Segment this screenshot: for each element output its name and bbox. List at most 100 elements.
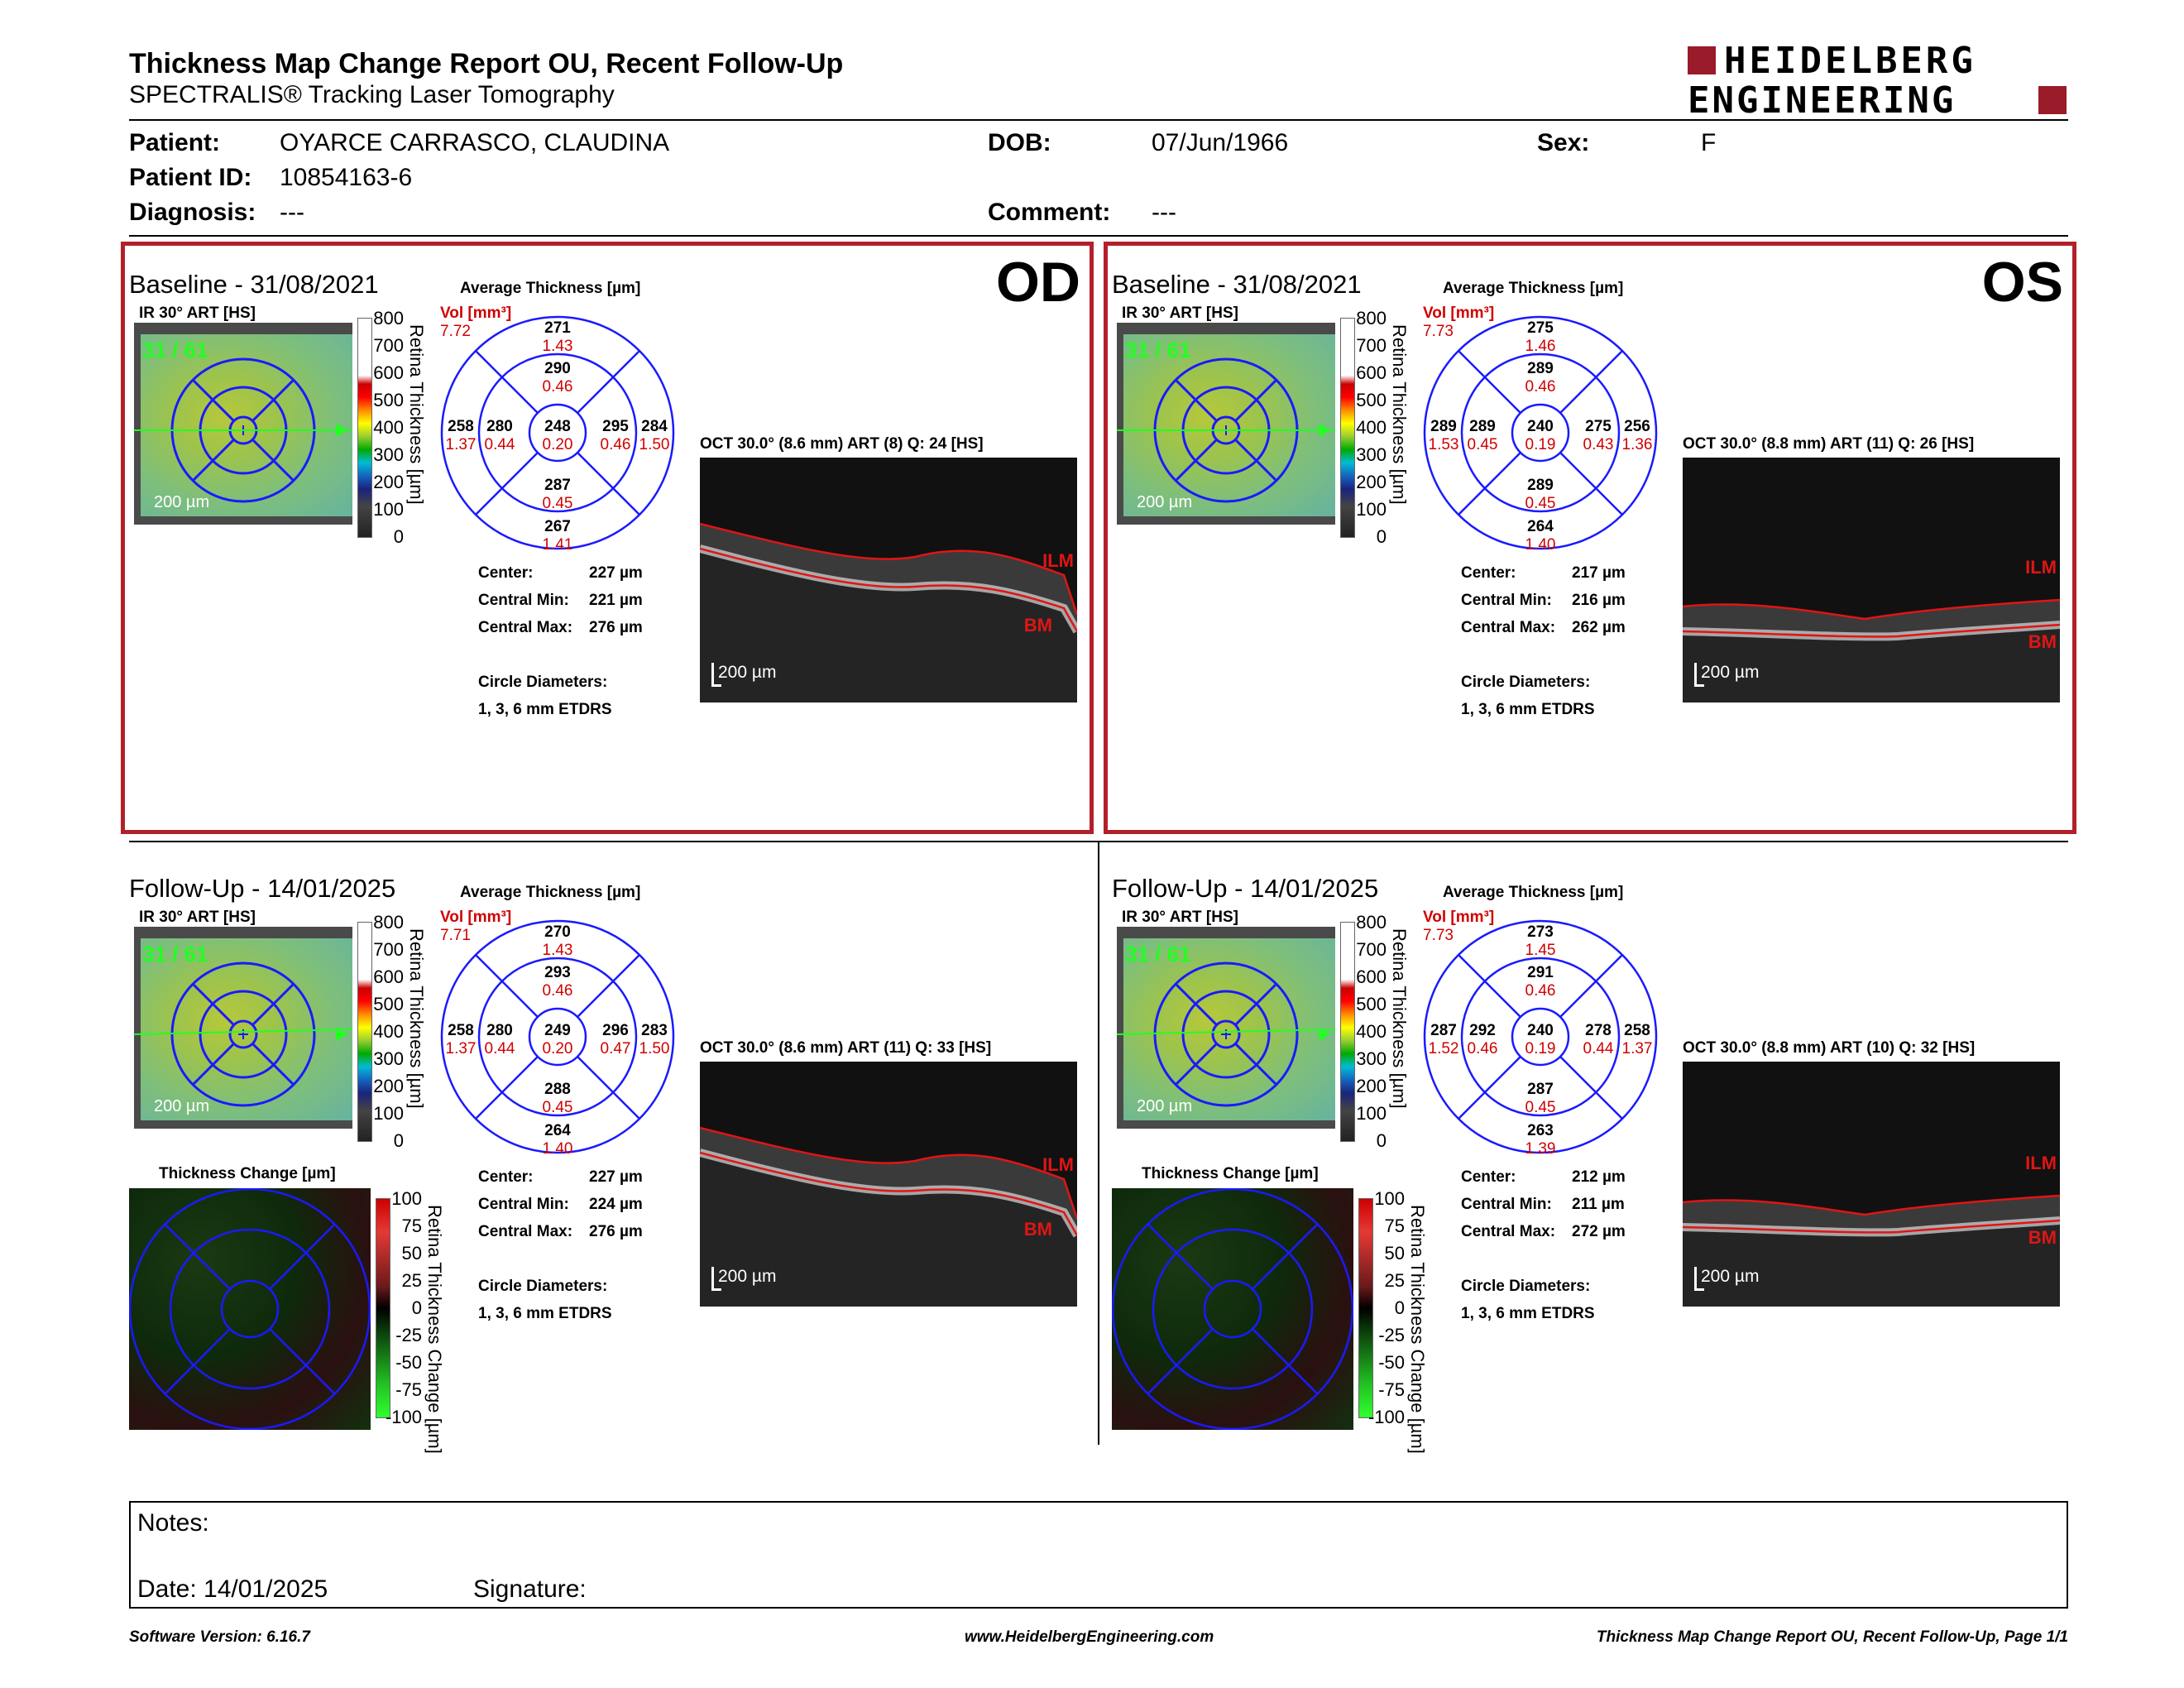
oct-layer-traces (700, 1126, 1077, 1307)
panel-title: Follow-Up - 14/01/2025 (129, 874, 396, 903)
panel-os-baseline: Baseline - 31/08/2021 OS IR 30° ART [HS] Av… (1104, 251, 2080, 832)
sector-outer-bottom-volume: 1.41 (543, 536, 573, 553)
sector-inner-bottom-volume: 0.45 (1525, 1099, 1556, 1116)
comment-label: Comment: (988, 199, 1111, 226)
fundus-scale-label: 200 µm (154, 493, 210, 511)
panel-title: Follow-Up - 14/01/2025 (1112, 874, 1379, 903)
change-colorbar (1358, 1198, 1373, 1418)
central-min-label: Central Min: (478, 1196, 569, 1213)
ilm-label: ILM (2025, 557, 2057, 578)
volume-label: Vol [mm³] (440, 305, 512, 322)
ir-fundus-image: 31 / 61 200 µm (134, 323, 352, 525)
notes-box[interactable]: Notes: Date: 14/01/2025 Signature: (129, 1501, 2068, 1609)
logo-square-bottom (2038, 86, 2067, 114)
ilm-label: ILM (2025, 1153, 2057, 1173)
thickness-tick: 500 (373, 994, 404, 1014)
thickness-tick: 100 (373, 499, 404, 520)
fundus-scale-label: 200 µm (1137, 493, 1193, 511)
logo-text-top: HEIDELBERG (1724, 40, 1976, 82)
thickness-change-map (129, 1188, 371, 1430)
change-tick: -100 (385, 1407, 422, 1427)
avg-thickness-title: Average Thickness [µm] (460, 280, 641, 297)
sector-inner-bottom-volume: 0.45 (1525, 495, 1556, 512)
sector-inner-top-volume: 0.46 (543, 378, 573, 396)
sector-inner-right-thickness: 296 (602, 1022, 629, 1039)
thickness-change-map (1112, 1188, 1353, 1430)
sector-center-volume: 0.20 (543, 1040, 573, 1057)
ir-fundus-image: 31 / 61 200 µm (1117, 927, 1335, 1129)
thickness-change-title: Thickness Change [µm] (1142, 1165, 1319, 1182)
oct-scale-label: 200 µm (1701, 1267, 1760, 1286)
bm-label: BM (1023, 1219, 1052, 1240)
sector-outer-right-volume: 1.50 (639, 436, 670, 453)
sector-outer-top-thickness: 275 (1527, 319, 1554, 337)
sector-center-thickness: 240 (1527, 1022, 1554, 1039)
oct-layer-traces (700, 522, 1077, 703)
volume-label: Vol [mm³] (1423, 305, 1495, 322)
thickness-tick: 200 (1356, 1076, 1387, 1096)
avg-thickness-title: Average Thickness [µm] (460, 884, 641, 901)
sector-inner-left-volume: 0.44 (485, 436, 515, 453)
panel-od-followup: Follow-Up - 14/01/2025 IR 30° ART [HS] Ave… (121, 857, 1097, 1454)
sector-inner-right-volume: 0.46 (601, 436, 631, 453)
central-max-value: 276 µm (589, 1223, 643, 1240)
sector-inner-right-volume: 0.44 (1583, 1040, 1614, 1057)
avg-thickness-title: Average Thickness [µm] (1443, 884, 1624, 901)
central-max-value: 262 µm (1572, 619, 1626, 636)
thickness-tick: 0 (1376, 1130, 1387, 1151)
sector-inner-left-volume: 0.46 (1468, 1040, 1498, 1057)
fundus-scale-label: 200 µm (154, 1097, 210, 1115)
sector-inner-left-thickness: 280 (486, 1022, 513, 1039)
oct-bscan-image: ILM BM 200 µm (1683, 458, 2060, 703)
sector-outer-left-volume: 1.52 (1429, 1040, 1459, 1057)
change-tick: 50 (401, 1243, 422, 1264)
sector-inner-top-volume: 0.46 (1525, 982, 1556, 1000)
volume-total: 7.73 (1423, 927, 1454, 944)
sector-outer-right-volume: 1.50 (639, 1040, 670, 1057)
oct-scalebar (1694, 663, 1697, 686)
page-footer: Thickness Map Change Report OU, Recent F… (1596, 1628, 2068, 1646)
bm-label: BM (1023, 615, 1052, 635)
thickness-tick: 100 (1356, 1103, 1387, 1124)
website-link[interactable]: www.HeidelbergEngineering.com (965, 1628, 1214, 1646)
sector-inner-top-thickness: 289 (1527, 360, 1554, 377)
circle-diameters-value: 1, 3, 6 mm ETDRS (1461, 1305, 1595, 1322)
thickness-tick: 800 (373, 308, 404, 328)
sector-outer-top-volume: 1.46 (1525, 338, 1556, 355)
thickness-tick: 600 (1356, 966, 1387, 987)
oct-scalebar-foot (711, 684, 721, 687)
change-tick: -50 (1378, 1352, 1405, 1373)
center-value: 227 µm (589, 1168, 643, 1186)
sector-center-thickness: 240 (1527, 418, 1554, 435)
sector-inner-left-volume: 0.44 (485, 1040, 515, 1057)
oct-scalebar-foot (711, 1288, 721, 1291)
sector-outer-left-thickness: 287 (1430, 1022, 1457, 1039)
thickness-colorbar (1340, 318, 1355, 538)
central-max-label: Central Max: (478, 1223, 573, 1240)
oct-scan-title: OCT 30.0° (8.8 mm) ART (11) Q: 26 [HS] (1683, 435, 1975, 453)
volume-total: 7.73 (1423, 323, 1454, 340)
ir-label: IR 30° ART [HS] (1122, 305, 1238, 322)
sector-outer-top-volume: 1.45 (1525, 942, 1556, 959)
sector-outer-left-volume: 1.53 (1429, 436, 1459, 453)
ilm-label: ILM (1042, 550, 1074, 571)
sector-inner-right-volume: 0.47 (601, 1040, 631, 1057)
thickness-tick: 300 (373, 444, 404, 465)
ir-label: IR 30° ART [HS] (1122, 909, 1238, 926)
thickness-tick: 800 (373, 912, 404, 933)
thickness-tick: 700 (373, 335, 404, 356)
circle-diameters-label: Circle Diameters: (478, 674, 608, 691)
sector-inner-bottom-thickness: 287 (1527, 1081, 1554, 1098)
software-version: Software Version: 6.16.7 (129, 1628, 310, 1646)
eye-label: OD (996, 251, 1080, 314)
patient-id: 10854163-6 (280, 164, 413, 191)
thickness-colorbar (1340, 922, 1355, 1142)
central-max-value: 272 µm (1572, 1223, 1626, 1240)
sector-center-volume: 0.20 (543, 436, 573, 453)
central-min-label: Central Min: (1461, 592, 1552, 609)
sector-outer-left-volume: 1.37 (446, 1040, 477, 1057)
thickness-tick: 500 (373, 390, 404, 410)
central-max-label: Central Max: (1461, 619, 1556, 636)
change-tick: -75 (1378, 1379, 1405, 1400)
sector-outer-left-thickness: 258 (448, 1022, 474, 1039)
